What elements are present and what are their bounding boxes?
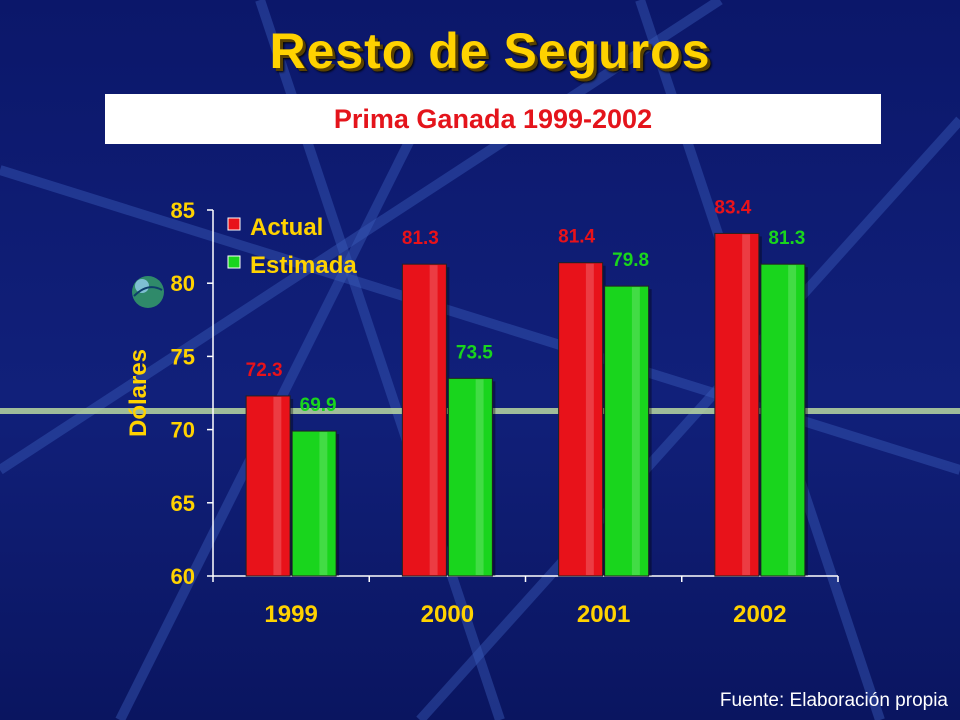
- chart-title-box: Prima Ganada 1999-2002: [105, 94, 881, 144]
- data-label-actual: 81.4: [558, 227, 595, 248]
- data-label-estimada: 73.5: [456, 342, 493, 363]
- bar-actual: [401, 263, 447, 577]
- bar-highlight: [585, 263, 594, 575]
- y-tick-label: 60: [171, 564, 195, 589]
- data-label-actual: 83.4: [714, 197, 751, 218]
- data-label-estimada: 81.3: [768, 228, 805, 249]
- chart-title: Prima Ganada 1999-2002: [333, 103, 653, 134]
- y-tick-label: 85: [171, 198, 195, 223]
- legend-swatch-estimada: [227, 255, 241, 269]
- chart-data-labels: 72.3 81.3 81.4 83.4 69.9 73.5 79.8 81.3: [246, 197, 806, 416]
- y-tick-label: 75: [171, 344, 195, 369]
- legend-label-actual: Actual: [250, 214, 323, 241]
- x-tick-label: 1999: [264, 601, 317, 628]
- chart-bars: [245, 232, 808, 577]
- bar-highlight: [742, 234, 751, 575]
- bar-highlight: [788, 265, 797, 575]
- data-label-actual: 72.3: [246, 360, 283, 381]
- bar-highlight: [273, 396, 282, 575]
- slide-title: Resto de Seguros: [269, 23, 711, 79]
- data-label-estimada: 69.9: [300, 395, 337, 416]
- bar-actual: [714, 232, 760, 577]
- bar-highlight: [475, 379, 484, 575]
- bar-estimada: [604, 285, 650, 577]
- legend-swatch-actual: [227, 217, 241, 231]
- bar-estimada: [447, 377, 493, 577]
- source-footer: Fuente: Elaboración propia: [719, 690, 948, 711]
- x-tick-label: 2000: [421, 601, 474, 628]
- bar-estimada: [760, 263, 806, 577]
- x-tick-label: 2002: [733, 601, 786, 628]
- bar-actual: [558, 262, 604, 577]
- y-tick-label: 80: [171, 271, 195, 296]
- x-tick-label: 2001: [577, 601, 630, 628]
- bar-actual: [245, 395, 291, 577]
- data-label-actual: 81.3: [402, 228, 439, 249]
- bar-estimada: [291, 430, 337, 577]
- y-tick-label: 65: [171, 491, 195, 516]
- data-label-estimada: 79.8: [612, 250, 649, 271]
- chart-legend: Actual Estimada: [227, 214, 357, 279]
- y-axis-label: Dólares: [125, 349, 152, 437]
- bar-highlight: [631, 287, 640, 575]
- bar-highlight: [319, 432, 328, 575]
- bar-highlight: [429, 265, 438, 575]
- legend-label-estimada: Estimada: [250, 252, 357, 279]
- y-tick-label: 70: [171, 418, 195, 443]
- globe-icon: [132, 276, 164, 308]
